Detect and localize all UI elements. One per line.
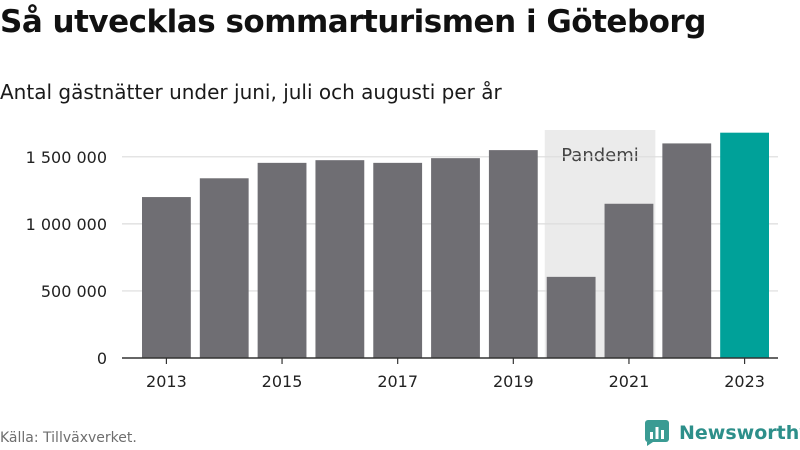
- x-tick-label: 2013: [146, 372, 187, 391]
- bar: [488, 150, 538, 358]
- pandemic-label: Pandemi: [561, 145, 639, 166]
- bar: [546, 276, 596, 358]
- x-tick-label: 2015: [262, 372, 303, 391]
- bar: [142, 197, 191, 358]
- newsworthy-logo-icon: [645, 420, 669, 446]
- bar: [662, 143, 712, 358]
- chart-subtitle: Antal gästnätter under juni, juli och au…: [0, 80, 502, 104]
- bar: [199, 178, 249, 358]
- y-tick-label: 1 500 000: [26, 148, 107, 167]
- brand-logo: Newsworthy: [645, 420, 800, 446]
- x-tick-label: 2023: [724, 372, 765, 391]
- bar-chart: Pandemi 0 500 000 1 000 000 1 500 000 2013 201…: [26, 130, 778, 391]
- y-tick-label: 0: [97, 349, 107, 368]
- bar: [604, 203, 654, 358]
- bar: [373, 162, 423, 358]
- chart-title: Så utvecklas sommarturismen i Göteborg: [0, 4, 706, 40]
- bar: [720, 132, 769, 358]
- bar: [431, 158, 480, 358]
- y-tick-label: 500 000: [41, 282, 107, 301]
- x-tick-label: 2021: [609, 372, 650, 391]
- bar: [315, 160, 365, 358]
- brand-name: Newsworthy: [679, 422, 800, 444]
- bar: [257, 162, 307, 358]
- x-tick-label: 2017: [377, 372, 418, 391]
- source-note: Källa: Tillväxverket.: [0, 430, 137, 446]
- y-tick-label: 1 000 000: [26, 215, 107, 234]
- x-tick-label: 2019: [493, 372, 534, 391]
